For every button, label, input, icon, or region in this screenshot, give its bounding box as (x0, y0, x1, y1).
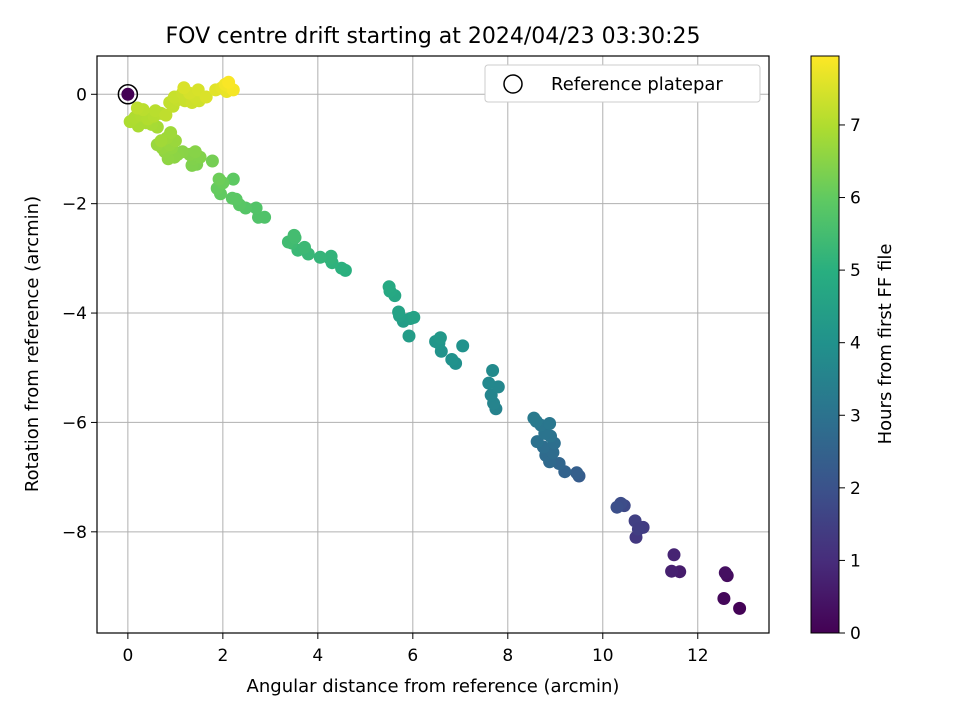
reference-point (121, 87, 135, 101)
x-tick-label: 12 (687, 646, 709, 666)
data-point (188, 145, 202, 159)
colorbar-tick-label: 2 (850, 479, 861, 499)
y-tick-label: −8 (62, 523, 87, 543)
data-point (733, 601, 747, 615)
colorbar-tick-label: 6 (850, 189, 861, 209)
data-point (456, 339, 470, 353)
y-tick-label: 0 (76, 85, 87, 105)
x-axis-ticks: 0 2 4 6 8 10 12 (122, 633, 709, 666)
data-point (287, 228, 301, 242)
colorbar-tick-label: 4 (850, 334, 861, 354)
colorbar-ticks: 0 1 2 3 4 5 6 7 (839, 116, 861, 644)
colorbar-tick-label: 3 (850, 406, 861, 426)
reference-marker (117, 84, 139, 105)
data-point (445, 353, 459, 366)
data-point (249, 201, 263, 215)
legend: Reference platepar (484, 64, 761, 103)
data-point (407, 310, 421, 324)
colorbar-tick-label: 7 (850, 116, 861, 136)
data-point (212, 172, 226, 186)
data-point (433, 331, 447, 345)
data-point (205, 154, 219, 168)
data-point (154, 134, 168, 148)
data-point (148, 104, 162, 118)
colorbar-tick-label: 5 (850, 261, 861, 281)
data-point (530, 435, 544, 449)
data-point (159, 108, 173, 122)
reference-ring (117, 84, 139, 105)
legend-label: Reference platepar (551, 74, 723, 95)
data-point (610, 500, 624, 514)
data-points (123, 75, 747, 615)
data-point (570, 466, 584, 480)
data-point (324, 249, 338, 263)
x-tick-label: 0 (122, 646, 133, 666)
legend-marker (503, 74, 523, 94)
data-point (313, 250, 327, 264)
data-point (482, 376, 496, 390)
data-point (392, 305, 406, 319)
x-axis-label: Angular distance from reference (arcmin) (247, 676, 620, 697)
data-point (130, 101, 144, 115)
y-axis-label: Rotation from reference (arcmin) (22, 196, 43, 492)
y-axis-ticks: 0 −2 −4 −6 −8 (62, 85, 97, 543)
data-point (199, 90, 213, 104)
colorbar-tick-label: 0 (850, 624, 861, 644)
legend-box (484, 64, 761, 103)
data-point (543, 417, 557, 430)
data-point (718, 566, 732, 580)
data-point (222, 75, 236, 89)
x-tick-label: 10 (592, 646, 614, 666)
data-point (164, 126, 178, 140)
data-point (335, 261, 349, 275)
plot-frame (96, 55, 770, 634)
data-point (226, 172, 240, 186)
x-tick-label: 6 (407, 646, 418, 666)
y-tick-label: −4 (62, 304, 87, 324)
data-point (486, 364, 500, 377)
x-tick-label: 8 (502, 646, 513, 666)
x-tick-label: 4 (312, 646, 323, 666)
data-point (717, 592, 731, 605)
colorbar (810, 55, 840, 634)
data-point (298, 240, 311, 254)
colorbar-tick-label: 1 (850, 551, 861, 571)
chart-title: FOV centre drift starting at 2024/04/23 … (166, 24, 701, 49)
data-point (225, 191, 239, 205)
y-tick-label: −6 (62, 413, 87, 433)
data-point (527, 411, 541, 425)
data-point (667, 548, 681, 562)
data-point (402, 329, 416, 343)
data-point (631, 522, 645, 536)
grid-lines (97, 56, 769, 633)
y-tick-label: −2 (62, 195, 87, 215)
x-tick-label: 2 (217, 646, 228, 666)
data-point (665, 564, 679, 578)
colorbar-label: Hours from first FF file (875, 244, 896, 445)
data-point (382, 280, 396, 294)
data-point (177, 81, 191, 95)
